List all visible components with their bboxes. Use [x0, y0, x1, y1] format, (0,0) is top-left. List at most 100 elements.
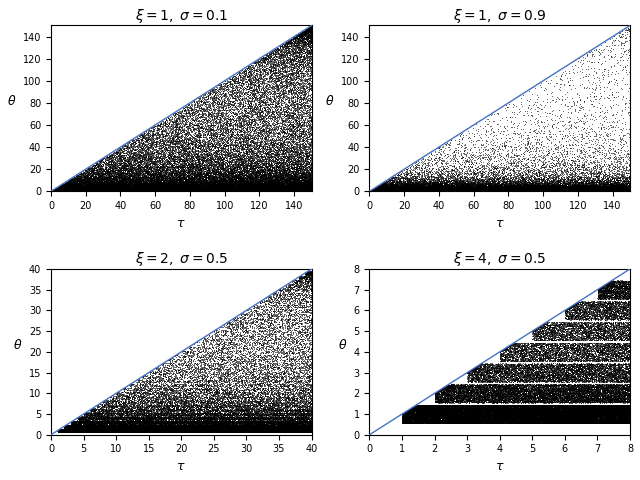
Point [209, 428, 220, 435]
Point [467, 417, 477, 425]
Point [154, 168, 164, 176]
Point [604, 404, 614, 411]
Point [527, 386, 538, 394]
Point [202, 427, 212, 435]
Point [573, 187, 583, 194]
Point [460, 418, 470, 425]
Point [584, 182, 595, 190]
Point [181, 187, 191, 194]
Point [410, 410, 420, 418]
Point [556, 409, 566, 417]
Point [131, 186, 141, 193]
Point [431, 176, 442, 183]
Point [291, 420, 301, 427]
Point [213, 418, 223, 426]
Point [231, 324, 241, 331]
Point [213, 426, 223, 434]
Point [447, 184, 457, 192]
Point [238, 411, 248, 419]
Point [463, 406, 473, 413]
Point [572, 381, 582, 388]
Point [304, 49, 314, 57]
Point [275, 58, 285, 65]
Point [591, 417, 602, 425]
Point [179, 180, 189, 187]
Point [479, 393, 490, 401]
Point [604, 186, 614, 193]
Point [236, 425, 246, 433]
Point [278, 428, 289, 435]
Point [202, 410, 212, 418]
Point [530, 404, 540, 412]
Point [219, 177, 229, 185]
Point [429, 418, 440, 426]
Point [215, 429, 225, 436]
Point [542, 368, 552, 375]
Point [436, 410, 447, 418]
Point [579, 84, 589, 91]
Point [614, 410, 625, 418]
Point [127, 179, 138, 186]
Point [509, 351, 519, 359]
Point [271, 46, 282, 54]
Point [75, 187, 85, 194]
Point [485, 360, 495, 367]
Point [164, 187, 174, 194]
Point [241, 112, 252, 120]
Point [267, 109, 277, 117]
Point [522, 187, 532, 194]
Point [143, 420, 154, 427]
Point [68, 428, 78, 436]
Point [612, 185, 623, 193]
Point [169, 406, 179, 413]
Point [241, 133, 251, 141]
Point [498, 410, 508, 418]
Point [99, 158, 109, 166]
Point [539, 187, 549, 194]
Point [240, 89, 250, 97]
Point [621, 290, 632, 298]
Point [178, 428, 188, 435]
Point [193, 422, 203, 430]
Point [305, 179, 316, 187]
Point [511, 414, 522, 421]
Point [168, 184, 179, 192]
Point [436, 416, 447, 424]
Point [146, 187, 156, 194]
Point [64, 427, 74, 434]
Point [297, 94, 307, 102]
Point [566, 384, 577, 392]
Point [574, 299, 584, 306]
Point [607, 187, 618, 194]
Point [452, 396, 463, 404]
Point [170, 187, 180, 194]
Point [252, 410, 262, 418]
Point [493, 185, 504, 193]
Point [121, 407, 131, 414]
Point [396, 186, 406, 193]
Point [266, 187, 276, 194]
Point [569, 186, 579, 194]
Point [611, 404, 621, 412]
Point [112, 426, 122, 434]
Point [177, 406, 187, 413]
Point [459, 186, 469, 194]
Point [259, 424, 269, 432]
Point [230, 409, 240, 417]
Point [274, 426, 284, 433]
Point [386, 185, 396, 192]
Point [409, 186, 419, 194]
Point [218, 410, 228, 418]
Point [189, 426, 199, 434]
Point [443, 187, 453, 194]
Point [390, 186, 401, 194]
Point [242, 84, 252, 91]
Point [496, 419, 506, 427]
Point [285, 39, 295, 47]
Point [570, 414, 580, 422]
Point [305, 27, 316, 35]
Point [219, 422, 229, 430]
Point [600, 375, 611, 383]
Point [474, 417, 484, 425]
Point [185, 181, 195, 189]
